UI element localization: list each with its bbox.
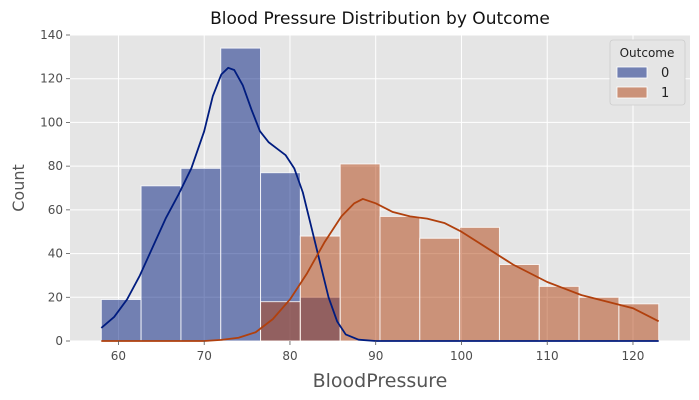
legend-title: Outcome bbox=[620, 46, 675, 60]
hist-bar-outcome-1 bbox=[459, 226, 500, 342]
x-tick-label: 120 bbox=[622, 349, 645, 363]
legend-swatch-outcome-1 bbox=[616, 86, 648, 99]
hist-bar-outcome-1 bbox=[260, 301, 301, 342]
hist-bar-outcome-1 bbox=[299, 235, 341, 342]
y-axis-label: Count bbox=[9, 164, 28, 212]
legend: Outcome 0 1 bbox=[609, 39, 686, 106]
hist-bar-outcome-1 bbox=[538, 285, 580, 342]
y-tick-label: 120 bbox=[40, 72, 63, 86]
x-tick-label: 70 bbox=[197, 349, 212, 363]
hist-bar-outcome-0 bbox=[140, 185, 182, 342]
kde-line-outcome-0 bbox=[100, 66, 659, 342]
histogram-bars bbox=[100, 47, 660, 342]
hist-bar-outcome-1 bbox=[618, 303, 660, 342]
hist-bar-outcome-1 bbox=[339, 163, 381, 342]
legend-swatch-outcome-0 bbox=[616, 66, 648, 79]
hist-bar-outcome-1 bbox=[498, 264, 540, 342]
y-tick-label: 40 bbox=[48, 247, 63, 261]
kde-line-outcome-1 bbox=[101, 198, 660, 342]
chart-title: Blood Pressure Distribution by Outcome bbox=[210, 9, 550, 29]
hist-bar-outcome-1 bbox=[379, 215, 421, 342]
x-tick-label: 80 bbox=[282, 349, 297, 363]
y-tick-label: 0 bbox=[55, 334, 63, 348]
y-tick-label: 20 bbox=[48, 290, 63, 304]
hist-bar-outcome-1 bbox=[419, 237, 461, 342]
x-tick-label: 110 bbox=[536, 349, 559, 363]
hist-bar-outcome-0 bbox=[180, 167, 222, 342]
x-tick-label: 90 bbox=[368, 349, 383, 363]
hist-bar-outcome-1 bbox=[578, 296, 620, 342]
kde-curves bbox=[100, 66, 660, 342]
x-tick-label: 60 bbox=[111, 349, 126, 363]
hist-bar-outcome-0 bbox=[220, 47, 262, 342]
axis-ticks: 60 70 80 90 100 110 120 0 20 40 60 80 100 120 140 bbox=[40, 28, 644, 363]
hist-bar-outcome-0 bbox=[100, 298, 142, 342]
y-tick-label: 100 bbox=[40, 115, 63, 129]
legend-label-outcome-1: 1 bbox=[661, 86, 669, 101]
y-tick-label: 60 bbox=[48, 203, 63, 217]
legend-label-outcome-0: 0 bbox=[661, 66, 669, 81]
x-axis-label: BloodPressure bbox=[313, 370, 448, 392]
x-tick-label: 100 bbox=[450, 349, 473, 363]
y-tick-label: 80 bbox=[48, 159, 63, 173]
y-tick-label: 140 bbox=[40, 28, 63, 42]
